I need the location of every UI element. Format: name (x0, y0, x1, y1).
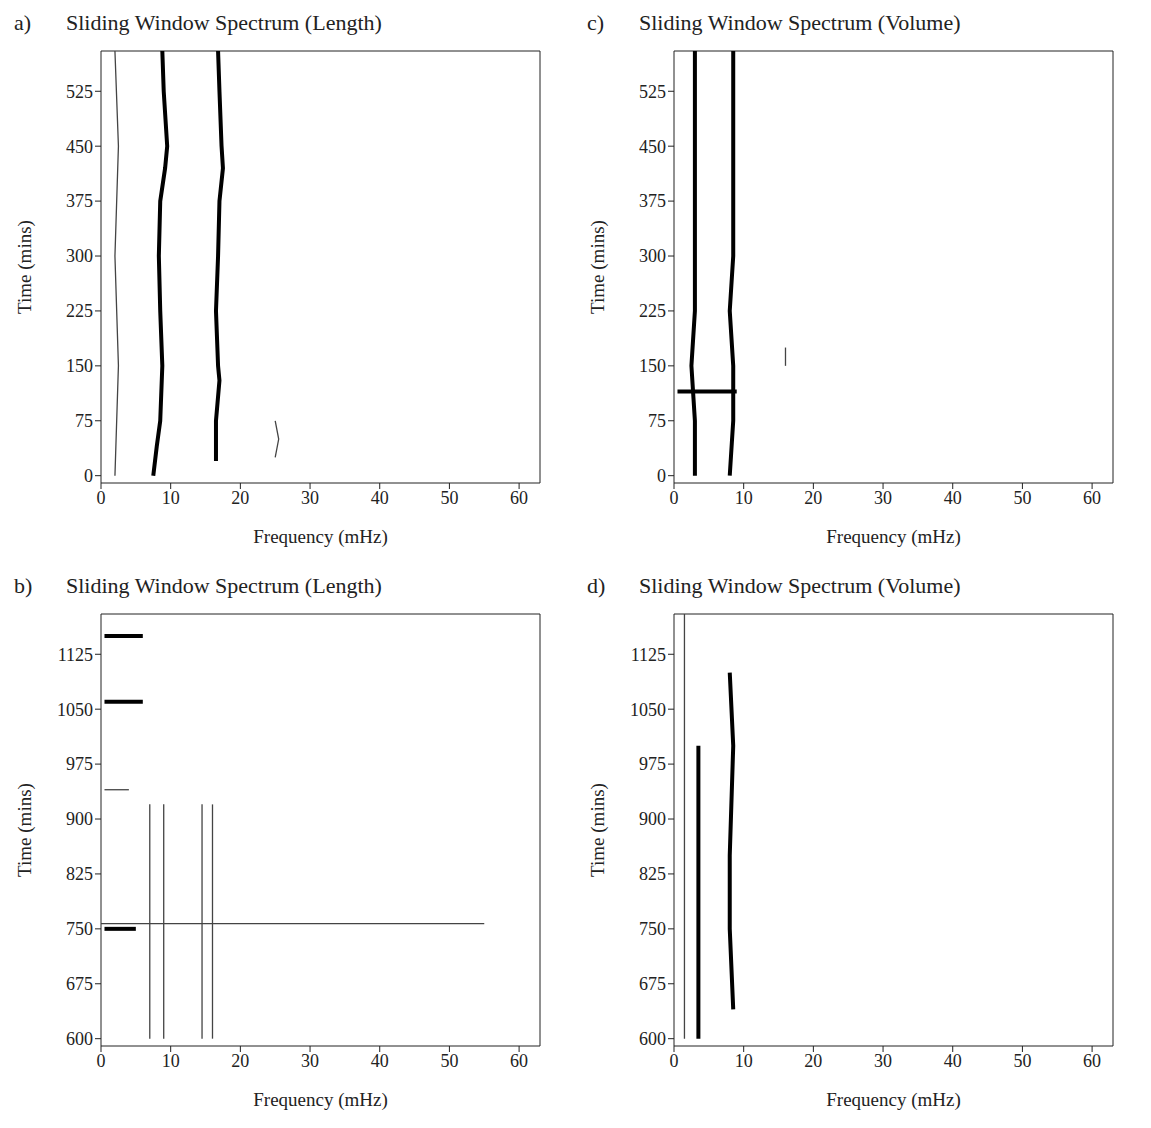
svg-text:40: 40 (944, 1051, 962, 1071)
svg-text:Frequency (mHz): Frequency (mHz) (826, 1089, 961, 1111)
svg-text:30: 30 (874, 1051, 892, 1071)
svg-text:525: 525 (639, 82, 666, 102)
svg-text:10: 10 (735, 1051, 753, 1071)
svg-text:0: 0 (97, 1051, 106, 1071)
svg-text:60: 60 (510, 488, 528, 508)
html-text:Sliding Window Spectrum (Volum: Sliding Window Spectrum (Volume) (639, 10, 961, 35)
svg-text:0: 0 (670, 1051, 679, 1071)
html-text:a): a) (14, 10, 32, 35)
svg-text:675: 675 (639, 974, 666, 994)
svg-text:Frequency (mHz): Frequency (mHz) (826, 526, 961, 548)
svg-text:0: 0 (657, 466, 666, 486)
svg-text:30: 30 (301, 1051, 319, 1071)
svg-text:1125: 1125 (631, 645, 666, 665)
svg-text:Time (mins): Time (mins) (587, 783, 609, 877)
svg-text:10: 10 (162, 488, 180, 508)
svg-text:975: 975 (639, 754, 666, 774)
svg-text:40: 40 (944, 488, 962, 508)
svg-text:Frequency (mHz): Frequency (mHz) (253, 526, 388, 548)
svg-text:825: 825 (66, 864, 93, 884)
svg-text:Time (mins): Time (mins) (14, 783, 36, 877)
svg-text:525: 525 (66, 82, 93, 102)
html-text:b): b) (14, 573, 33, 598)
svg-text:1050: 1050 (630, 700, 666, 720)
svg-text:825: 825 (639, 864, 666, 884)
html-text:d): d) (587, 573, 606, 598)
svg-text:975: 975 (66, 754, 93, 774)
svg-text:60: 60 (1083, 488, 1101, 508)
svg-text:600: 600 (639, 1029, 666, 1049)
svg-text:60: 60 (1083, 1051, 1101, 1071)
svg-text:10: 10 (162, 1051, 180, 1071)
svg-text:750: 750 (639, 919, 666, 939)
svg-text:150: 150 (66, 356, 93, 376)
svg-text:50: 50 (1013, 488, 1031, 508)
svg-text:900: 900 (66, 809, 93, 829)
svg-text:20: 20 (804, 488, 822, 508)
svg-text:20: 20 (231, 1051, 249, 1071)
svg-text:0: 0 (84, 466, 93, 486)
svg-text:20: 20 (804, 1051, 822, 1071)
svg-text:30: 30 (301, 488, 319, 508)
svg-text:20: 20 (231, 488, 249, 508)
html-text:Sliding Window Spectrum (Lengt: Sliding Window Spectrum (Length) (66, 10, 382, 35)
svg-text:50: 50 (440, 1051, 458, 1071)
svg-text:10: 10 (735, 488, 753, 508)
svg-text:40: 40 (371, 488, 389, 508)
html-text:Sliding Window Spectrum (Lengt: Sliding Window Spectrum (Length) (66, 573, 382, 598)
svg-text:0: 0 (670, 488, 679, 508)
svg-text:75: 75 (648, 411, 666, 431)
svg-text:60: 60 (510, 1051, 528, 1071)
svg-text:50: 50 (1013, 1051, 1031, 1071)
svg-text:900: 900 (639, 809, 666, 829)
svg-text:Time (mins): Time (mins) (14, 220, 36, 314)
svg-text:750: 750 (66, 919, 93, 939)
svg-text:75: 75 (75, 411, 93, 431)
svg-text:600: 600 (66, 1029, 93, 1049)
svg-text:1125: 1125 (58, 645, 93, 665)
svg-text:Frequency (mHz): Frequency (mHz) (253, 1089, 388, 1111)
svg-text:150: 150 (639, 356, 666, 376)
svg-text:40: 40 (371, 1051, 389, 1071)
svg-text:300: 300 (66, 246, 93, 266)
svg-text:50: 50 (440, 488, 458, 508)
svg-text:450: 450 (639, 137, 666, 157)
svg-text:0: 0 (97, 488, 106, 508)
svg-text:225: 225 (66, 301, 93, 321)
svg-text:Time (mins): Time (mins) (587, 220, 609, 314)
svg-text:375: 375 (66, 191, 93, 211)
svg-text:1050: 1050 (57, 700, 93, 720)
svg-text:225: 225 (639, 301, 666, 321)
svg-text:450: 450 (66, 137, 93, 157)
svg-text:675: 675 (66, 974, 93, 994)
svg-text:375: 375 (639, 191, 666, 211)
html-text:Sliding Window Spectrum (Volum: Sliding Window Spectrum (Volume) (639, 573, 961, 598)
svg-text:300: 300 (639, 246, 666, 266)
svg-text:30: 30 (874, 488, 892, 508)
html-text:c): c) (587, 10, 605, 35)
